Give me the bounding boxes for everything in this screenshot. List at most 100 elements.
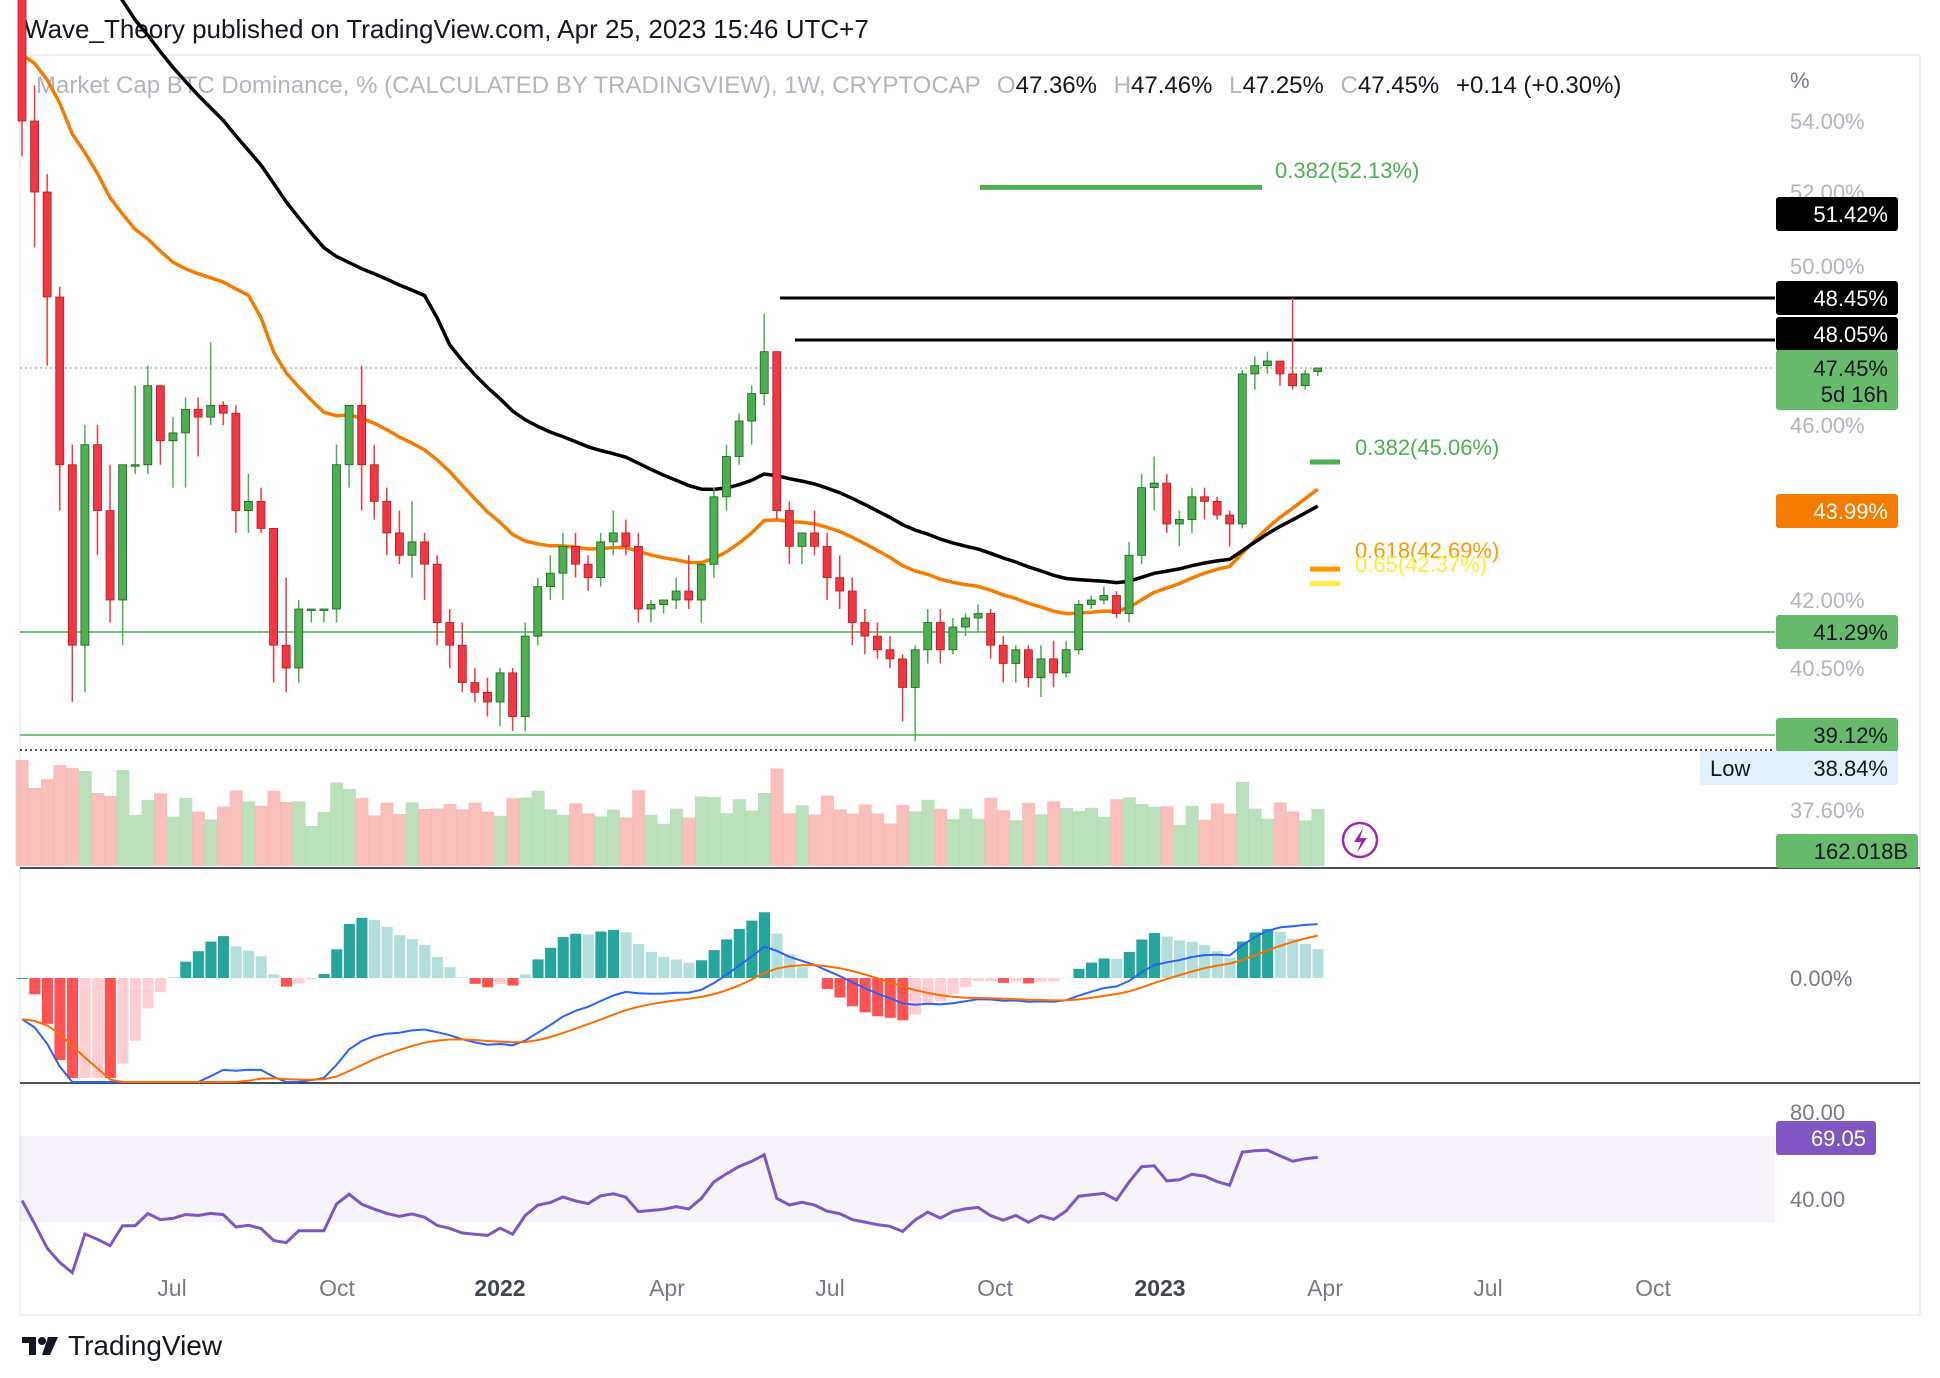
candle-body (17, 0, 27, 122)
volume-bar (531, 790, 545, 866)
candle (332, 444, 341, 623)
x-tick-label: Jul (1473, 1275, 1502, 1301)
macd-histogram-bar (633, 944, 645, 978)
candle-body (923, 622, 933, 651)
candle (1225, 510, 1235, 547)
candle (671, 577, 681, 610)
volume-bar (959, 808, 973, 866)
candle-body (772, 351, 782, 511)
candle-body (1036, 658, 1046, 679)
macd-histogram-bar (545, 947, 557, 978)
macd-histogram-bar (1148, 932, 1160, 978)
volume-bar (845, 813, 860, 866)
high-value: 47.46% (1131, 72, 1213, 99)
candle (319, 608, 329, 623)
horizontal-levels (20, 296, 1775, 751)
rsi-badge-text: 69.05 (1811, 1126, 1866, 1151)
candle (244, 473, 253, 533)
candle-body (621, 532, 631, 547)
candle (1237, 369, 1247, 529)
candle-body (1288, 373, 1297, 387)
candle (1011, 645, 1021, 683)
macd-histogram-bar (1023, 978, 1035, 984)
level-39-12-badge-text: 39.12% (1813, 723, 1888, 748)
macd-histogram-bar (268, 974, 280, 978)
candle (344, 404, 354, 488)
candle (998, 636, 1008, 683)
candle (1313, 367, 1323, 376)
macd-histogram-bar (255, 956, 267, 978)
ema-slow-badge-bg (1776, 197, 1898, 231)
candle-body (1313, 367, 1323, 372)
volume-bar (1235, 781, 1250, 866)
macd-histogram-bar (1010, 978, 1022, 982)
volume-bar (946, 819, 960, 866)
fib-label: 0.65(42.37%) (1355, 552, 1487, 577)
volume-bar (242, 801, 256, 866)
candle-body (571, 545, 580, 565)
level-48-45-badge-bg (1776, 281, 1898, 315)
candle-body (244, 500, 253, 511)
candle (533, 577, 543, 646)
volume-bar (996, 810, 1011, 866)
chart-frame (19, 54, 1921, 1316)
fib-label: 0.618(42.69%) (1355, 538, 1499, 563)
moving-averages (20, 0, 1319, 616)
macd-histogram-bar (230, 946, 242, 978)
candle (696, 563, 706, 623)
macd-histogram-bar (180, 961, 192, 978)
candle-body (382, 500, 392, 534)
ema-slow-line (120, 0, 1319, 585)
candle-body (105, 510, 115, 601)
close-value: 47.45% (1357, 72, 1440, 99)
candle-body (659, 599, 668, 605)
volume-bar (783, 813, 797, 866)
candle-body (646, 604, 656, 610)
open-key: O (996, 72, 1016, 99)
volume-bar (1135, 804, 1149, 866)
candle-body (181, 408, 190, 434)
candle (1112, 591, 1121, 619)
y-tick-label: 42.00% (1790, 588, 1865, 613)
candle-body (822, 545, 832, 579)
volume-bar (707, 797, 721, 866)
macd-histogram-bar (243, 950, 255, 978)
macd-histogram-bar (758, 912, 771, 978)
candle (445, 609, 455, 668)
macd-histogram-bar (607, 929, 620, 978)
volume-bar (896, 804, 910, 866)
macd-histogram-bar (834, 978, 846, 998)
macd-histogram-bar (1312, 949, 1324, 978)
macd-histogram-bar (92, 978, 104, 1078)
macd-histogram-bar (494, 978, 506, 984)
volume-bar (1261, 818, 1275, 866)
volume-bar (1273, 802, 1287, 866)
volume-bar (1210, 803, 1224, 866)
volume-bar (103, 796, 117, 866)
candle (1212, 496, 1222, 520)
volume-bar (984, 797, 998, 866)
candle-body (420, 541, 429, 565)
volume-bar (795, 805, 809, 866)
countdown-text: 5d 16h (1821, 382, 1888, 407)
candle (986, 609, 996, 659)
macd-histogram-bar (985, 978, 997, 982)
candle-body (470, 682, 480, 693)
macd-histogram-bar (129, 978, 142, 1041)
volume-bar (40, 779, 54, 866)
macd-histogram-bar (1098, 958, 1110, 978)
macd-histogram-bar (972, 978, 984, 982)
candle (860, 609, 870, 655)
volume-bar (1311, 808, 1325, 866)
ema-slow-badge: 51.42% (1776, 197, 1898, 231)
candle (973, 604, 983, 632)
x-tick-label: Apr (1307, 1275, 1343, 1301)
candle (583, 555, 593, 592)
volume-bar (1122, 797, 1136, 866)
volume-bar (380, 802, 394, 866)
candle (80, 425, 90, 693)
macd-pane: 0.00% (16, 912, 1852, 1084)
lightning-icon[interactable] (1341, 821, 1379, 859)
volume-bar (355, 798, 369, 866)
